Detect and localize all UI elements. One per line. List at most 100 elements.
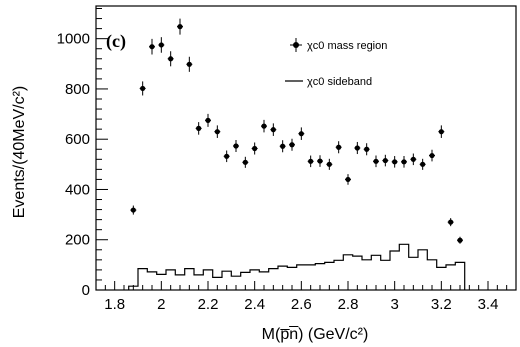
data-point xyxy=(401,156,407,168)
data-point-marker xyxy=(354,145,360,151)
data-point xyxy=(242,156,249,168)
data-point xyxy=(261,119,267,133)
data-point-marker xyxy=(130,207,136,213)
data-point-marker xyxy=(177,24,183,30)
data-point xyxy=(307,155,314,168)
data-point-marker xyxy=(186,61,192,67)
axes: 1.8 2 2.2 2.4 2.6 2.8 3 3.2 3.4 0 200 400 600 800 1000 xyxy=(57,5,517,313)
data-point xyxy=(419,158,426,170)
data-point-marker xyxy=(298,131,304,137)
data-point-marker xyxy=(410,156,416,162)
data-point-marker xyxy=(280,143,286,149)
legend-label-mass-region: χc0 mass region xyxy=(307,40,387,52)
y-tick-label: 200 xyxy=(65,232,90,249)
legend: χc0 mass region χc0 sideband xyxy=(285,38,387,88)
data-point xyxy=(354,141,361,155)
data-point xyxy=(457,236,463,244)
y-tick-label: 400 xyxy=(65,181,90,198)
data-point xyxy=(317,155,323,167)
legend-entry-sideband: χc0 sideband xyxy=(285,76,372,88)
x-tick-label: 3 xyxy=(390,296,398,313)
data-point xyxy=(167,51,174,67)
data-point-marker xyxy=(345,176,351,183)
data-point-marker xyxy=(420,161,426,167)
x-tick-label: 2.2 xyxy=(198,296,219,313)
data-point xyxy=(279,140,286,153)
data-point-marker xyxy=(429,152,435,159)
data-point xyxy=(363,143,370,156)
x-tick-label: 2 xyxy=(157,296,165,313)
data-point xyxy=(251,142,258,155)
data-point-marker xyxy=(205,117,211,123)
plot-area xyxy=(128,18,466,290)
data-point-marker xyxy=(336,144,342,150)
data-point-marker xyxy=(252,145,258,152)
x-tick-label: 2.8 xyxy=(338,296,359,313)
data-point xyxy=(270,123,277,136)
data-point xyxy=(177,18,183,35)
plot-frame xyxy=(95,5,517,291)
data-point-marker xyxy=(140,85,146,92)
y-tick-label: 800 xyxy=(65,81,90,98)
data-point xyxy=(429,149,435,162)
data-point xyxy=(149,38,155,55)
data-point-marker xyxy=(457,237,463,243)
data-point-marker xyxy=(233,143,239,149)
data-point-marker xyxy=(242,159,248,165)
data-point xyxy=(345,174,351,185)
legend-marker-point xyxy=(293,42,299,48)
data-point-marker xyxy=(196,125,202,131)
data-point xyxy=(158,37,165,53)
data-point-marker xyxy=(326,161,332,167)
data-point xyxy=(447,218,454,227)
data-point-marker xyxy=(448,219,454,225)
data-point xyxy=(233,139,239,153)
x-tick-label: 1.8 xyxy=(104,296,125,313)
data-point-marker xyxy=(261,123,267,129)
y-axis-title: Events/(40MeV/c²) xyxy=(11,86,28,218)
legend-entry-mass-region: χc0 mass region xyxy=(290,38,387,52)
data-point-marker xyxy=(214,129,220,135)
data-point xyxy=(289,138,295,151)
data-point-marker xyxy=(168,56,174,62)
data-point xyxy=(335,141,342,154)
legend-label-sideband: χc0 sideband xyxy=(307,76,372,88)
panel-label: (c) xyxy=(106,31,126,52)
data-point-marker xyxy=(364,146,370,152)
data-point xyxy=(214,125,221,138)
x-tick-label: 3.4 xyxy=(478,296,499,313)
x-tick-label: 2.6 xyxy=(291,296,312,313)
data-point-marker xyxy=(373,158,379,164)
y-tick-label: 1000 xyxy=(57,31,90,48)
data-point xyxy=(382,154,389,167)
y-tick-label: 0 xyxy=(82,282,90,299)
data-point-marker xyxy=(401,159,407,165)
data-point-marker xyxy=(224,153,230,159)
data-point-marker xyxy=(149,44,155,50)
data-point-marker xyxy=(308,158,314,164)
x-axis-title: M(p̅n̅) (GeV/c²) xyxy=(262,325,369,343)
data-point xyxy=(223,150,230,163)
data-point xyxy=(130,205,137,215)
data-point xyxy=(391,156,398,168)
sideband-histogram-line xyxy=(128,243,466,290)
data-point-marker xyxy=(317,158,323,164)
data-point xyxy=(438,125,445,138)
data-point-marker xyxy=(289,142,295,148)
x-tick-label: 2.4 xyxy=(244,296,265,313)
data-point xyxy=(205,113,211,127)
data-point-marker xyxy=(392,159,398,165)
data-point-marker xyxy=(438,129,444,135)
data-point xyxy=(186,56,193,72)
data-point xyxy=(298,127,305,140)
data-point-marker xyxy=(270,127,276,133)
y-tick-label: 600 xyxy=(65,131,90,148)
data-point xyxy=(326,158,333,170)
data-point xyxy=(410,153,417,166)
x-tick-label: 3.2 xyxy=(431,296,452,313)
data-point xyxy=(139,81,146,96)
data-point xyxy=(195,122,202,135)
data-point-marker xyxy=(158,42,164,48)
data-point xyxy=(373,155,379,168)
